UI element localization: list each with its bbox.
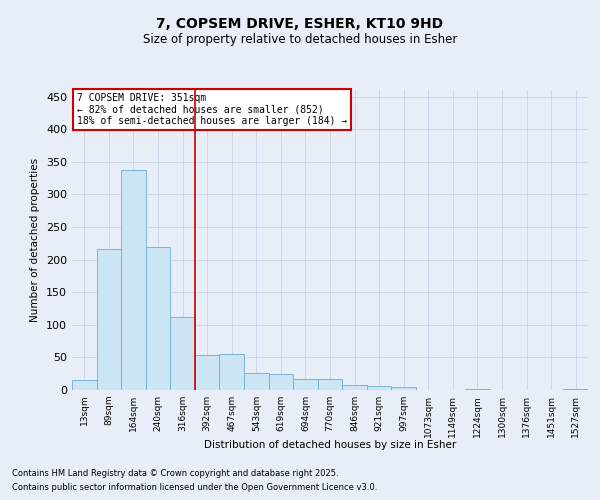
Bar bbox=[220, 354, 244, 390]
Bar bbox=[318, 379, 342, 390]
Bar bbox=[121, 170, 146, 390]
Bar bbox=[97, 249, 121, 390]
Bar bbox=[293, 379, 318, 390]
Bar bbox=[146, 246, 170, 390]
Bar bbox=[269, 374, 293, 390]
Bar bbox=[244, 373, 269, 390]
Bar bbox=[72, 380, 97, 390]
Text: Contains public sector information licensed under the Open Government Licence v3: Contains public sector information licen… bbox=[12, 484, 377, 492]
Text: Contains HM Land Registry data © Crown copyright and database right 2025.: Contains HM Land Registry data © Crown c… bbox=[12, 468, 338, 477]
Text: Size of property relative to detached houses in Esher: Size of property relative to detached ho… bbox=[143, 32, 457, 46]
Bar bbox=[391, 386, 416, 390]
Bar bbox=[367, 386, 391, 390]
Text: 7, COPSEM DRIVE, ESHER, KT10 9HD: 7, COPSEM DRIVE, ESHER, KT10 9HD bbox=[157, 18, 443, 32]
Y-axis label: Number of detached properties: Number of detached properties bbox=[31, 158, 40, 322]
Bar bbox=[342, 385, 367, 390]
Bar bbox=[195, 355, 220, 390]
X-axis label: Distribution of detached houses by size in Esher: Distribution of detached houses by size … bbox=[204, 440, 456, 450]
Bar bbox=[170, 317, 195, 390]
Text: 7 COPSEM DRIVE: 351sqm
← 82% of detached houses are smaller (852)
18% of semi-de: 7 COPSEM DRIVE: 351sqm ← 82% of detached… bbox=[77, 93, 347, 126]
